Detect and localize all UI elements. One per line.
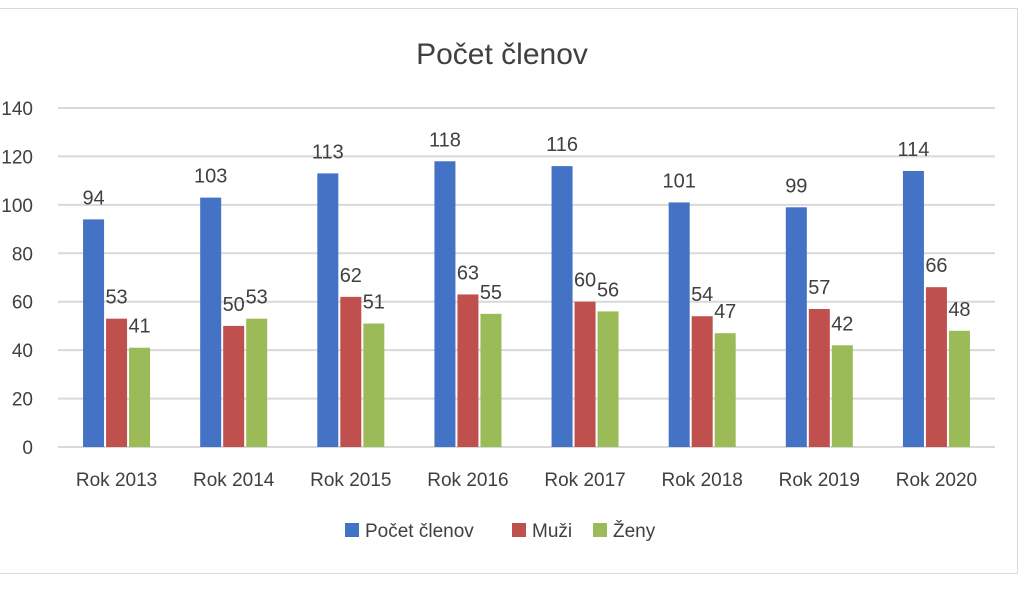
- bar: [363, 323, 385, 447]
- y-tick-label: 100: [1, 196, 33, 217]
- data-label: 103: [194, 166, 227, 188]
- bar: [480, 313, 502, 447]
- data-label: 54: [691, 284, 713, 306]
- legend-swatch: [512, 523, 526, 537]
- bar: [831, 345, 853, 447]
- x-tick-label: Rok 2015: [310, 470, 391, 491]
- y-tick-label: 60: [12, 293, 33, 314]
- bar: [223, 325, 245, 447]
- x-tick-label: Rok 2014: [193, 470, 275, 491]
- data-label: 94: [82, 187, 104, 209]
- bar: [246, 318, 268, 447]
- data-label: 118: [429, 129, 461, 151]
- data-label: 47: [714, 301, 736, 323]
- data-label: 41: [128, 316, 150, 338]
- data-label: 116: [546, 134, 578, 156]
- data-label: 114: [897, 139, 929, 161]
- x-axis-labels: Rok 2013 Rok 2014 Rok 2015 Rok 2016 Rok 2017…: [76, 470, 977, 491]
- data-label: 60: [574, 270, 596, 292]
- x-tick-label: Rok 2019: [779, 470, 860, 491]
- bar: [948, 330, 970, 447]
- gridlines: [58, 107, 995, 448]
- data-label: 63: [457, 262, 479, 284]
- x-tick-label: Rok 2018: [662, 470, 743, 491]
- bar: [434, 161, 456, 447]
- bar: [129, 347, 151, 447]
- x-tick-label: Rok 2013: [76, 470, 157, 491]
- bar: [574, 301, 596, 447]
- data-label: 48: [948, 299, 970, 321]
- legend-label: Ženy: [613, 520, 656, 542]
- y-tick-label: 40: [12, 341, 33, 362]
- legend-swatch: [345, 523, 359, 537]
- bar: [902, 170, 924, 447]
- data-label: 66: [925, 255, 947, 277]
- x-tick-label: Rok 2016: [427, 470, 508, 491]
- bar: [457, 294, 479, 447]
- y-tick-label: 120: [1, 147, 33, 168]
- data-label: 53: [105, 287, 127, 309]
- data-label: 57: [808, 277, 830, 299]
- x-tick-label: Rok 2017: [544, 470, 625, 491]
- bar: [925, 287, 947, 447]
- bars: [83, 161, 970, 447]
- data-label: 53: [246, 287, 268, 309]
- y-tick-label: 140: [1, 99, 33, 120]
- bar: [551, 166, 573, 447]
- data-label: 50: [223, 294, 245, 316]
- bar: [808, 308, 830, 447]
- data-label: 51: [363, 292, 385, 314]
- bar: [83, 219, 105, 447]
- data-label: 62: [340, 265, 362, 287]
- chart-title: Počet členov: [416, 38, 588, 71]
- y-tick-label: 80: [12, 244, 33, 265]
- data-label: 55: [480, 282, 502, 304]
- x-tick-label: Rok 2020: [896, 470, 977, 491]
- bar: [317, 173, 339, 447]
- y-tick-label: 0: [22, 438, 33, 459]
- legend: Počet členov Muži Ženy: [345, 520, 656, 542]
- data-label: 42: [831, 313, 853, 335]
- bar: [691, 316, 713, 447]
- data-label: 99: [785, 175, 807, 197]
- data-label: 113: [312, 141, 344, 163]
- data-label: 56: [597, 279, 619, 301]
- bar: [785, 207, 807, 447]
- bar: [200, 197, 222, 447]
- bar: [106, 318, 128, 447]
- y-axis-ticks: 0 20 40 60 80 100 120 140: [1, 99, 33, 459]
- data-label: 101: [663, 170, 696, 192]
- y-tick-label: 20: [12, 390, 33, 411]
- legend-label: Muži: [532, 521, 572, 542]
- bar: [668, 202, 690, 447]
- bar: [597, 311, 619, 447]
- legend-label: Počet členov: [365, 521, 474, 542]
- bar: [714, 333, 736, 447]
- legend-swatch: [593, 523, 607, 537]
- chart-frame: [0, 8, 1018, 574]
- bar: [340, 296, 362, 447]
